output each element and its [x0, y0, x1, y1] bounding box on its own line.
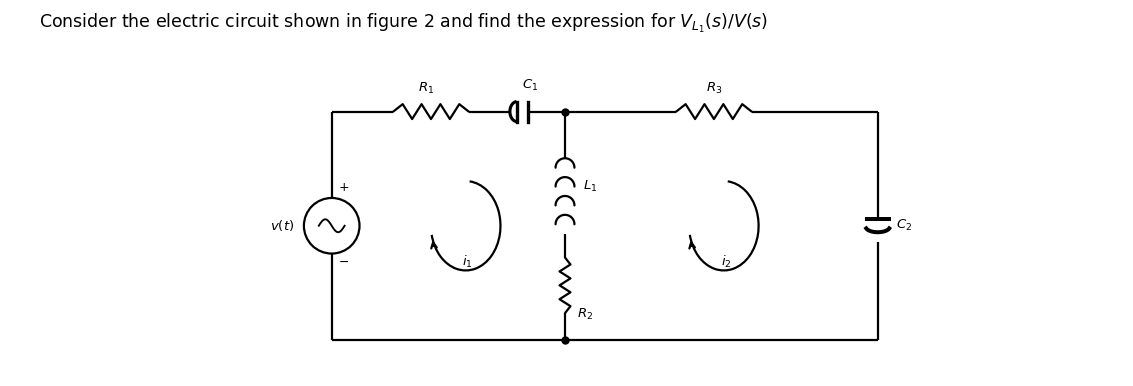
Text: $L_1$: $L_1$ [582, 178, 597, 194]
Text: $C_1$: $C_1$ [522, 78, 538, 93]
Text: $v(t)$: $v(t)$ [270, 218, 293, 233]
Text: +: + [339, 181, 349, 194]
Text: $R_3$: $R_3$ [706, 81, 722, 96]
Text: $R_1$: $R_1$ [418, 81, 434, 96]
Text: $i_1$: $i_1$ [462, 254, 474, 270]
Text: $C_2$: $C_2$ [895, 218, 912, 233]
Text: $R_2$: $R_2$ [577, 307, 593, 322]
Text: Consider the electric circuit shown in figure 2 and find the expression for $V_{: Consider the electric circuit shown in f… [39, 12, 768, 36]
Text: $i_2$: $i_2$ [721, 254, 731, 270]
Text: −: − [339, 256, 349, 269]
